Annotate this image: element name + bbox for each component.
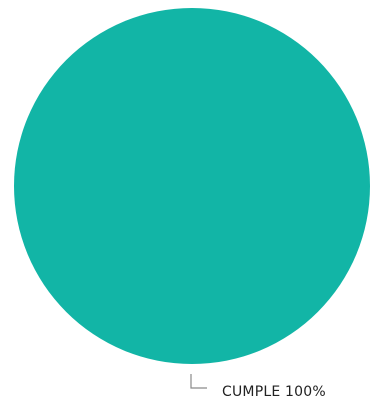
pie-slice-leader-line-0 xyxy=(190,374,207,389)
pie-slice-label-0: CUMPLE 100% xyxy=(222,384,326,400)
pie-slice-0 xyxy=(14,8,370,364)
